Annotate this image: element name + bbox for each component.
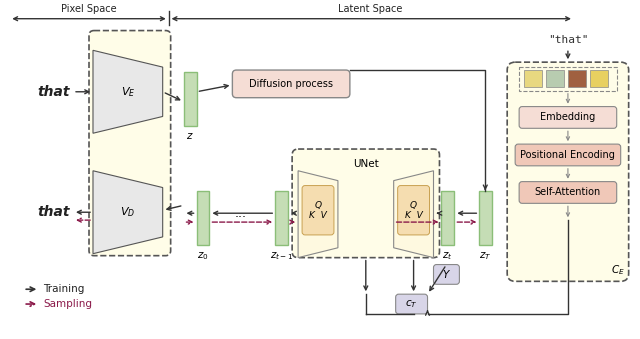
- FancyBboxPatch shape: [232, 70, 350, 98]
- FancyBboxPatch shape: [519, 106, 617, 128]
- Text: that: that: [37, 205, 69, 219]
- Text: Q
K  V: Q K V: [309, 201, 327, 220]
- FancyBboxPatch shape: [396, 294, 428, 314]
- FancyBboxPatch shape: [507, 62, 628, 281]
- Polygon shape: [93, 50, 163, 133]
- Bar: [479, 191, 492, 245]
- Polygon shape: [93, 171, 163, 254]
- FancyBboxPatch shape: [515, 144, 621, 166]
- Bar: [196, 191, 209, 245]
- Text: $z_t$: $z_t$: [442, 250, 452, 262]
- Text: $c_T$: $c_T$: [405, 298, 418, 310]
- Bar: [546, 70, 564, 87]
- Text: Pixel Space: Pixel Space: [61, 4, 117, 14]
- Bar: [524, 70, 542, 87]
- Bar: [442, 191, 454, 245]
- Text: $z$: $z$: [186, 131, 193, 141]
- Text: $z_0$: $z_0$: [196, 250, 208, 262]
- Text: ...: ...: [234, 207, 246, 220]
- FancyBboxPatch shape: [519, 182, 617, 203]
- Text: $z_T$: $z_T$: [479, 250, 492, 262]
- Bar: [184, 72, 196, 126]
- Polygon shape: [298, 171, 338, 258]
- Text: Positional Encoding: Positional Encoding: [520, 150, 615, 160]
- Text: Training: Training: [44, 284, 84, 294]
- FancyBboxPatch shape: [292, 149, 440, 258]
- Polygon shape: [394, 171, 433, 258]
- FancyBboxPatch shape: [433, 264, 460, 284]
- Bar: [519, 67, 617, 91]
- Text: $C_E$: $C_E$: [611, 264, 625, 277]
- Text: $V_E$: $V_E$: [120, 85, 135, 99]
- Text: Diffusion process: Diffusion process: [249, 79, 333, 89]
- FancyBboxPatch shape: [397, 185, 429, 235]
- Bar: [590, 70, 608, 87]
- Text: $z_{t-1}$: $z_{t-1}$: [269, 250, 292, 262]
- Text: Sampling: Sampling: [44, 299, 92, 309]
- Text: that: that: [37, 85, 69, 99]
- Bar: [275, 191, 288, 245]
- Text: "that": "that": [548, 36, 588, 45]
- Text: $Y$: $Y$: [442, 268, 451, 280]
- FancyBboxPatch shape: [302, 185, 334, 235]
- Text: $V_D$: $V_D$: [120, 205, 136, 219]
- FancyBboxPatch shape: [89, 31, 171, 256]
- Text: Embedding: Embedding: [540, 113, 596, 122]
- Bar: [568, 70, 586, 87]
- Text: Self-Attention: Self-Attention: [535, 187, 601, 198]
- Text: Q
K  V: Q K V: [404, 201, 422, 220]
- Text: Latent Space: Latent Space: [337, 4, 402, 14]
- Text: UNet: UNet: [353, 159, 379, 169]
